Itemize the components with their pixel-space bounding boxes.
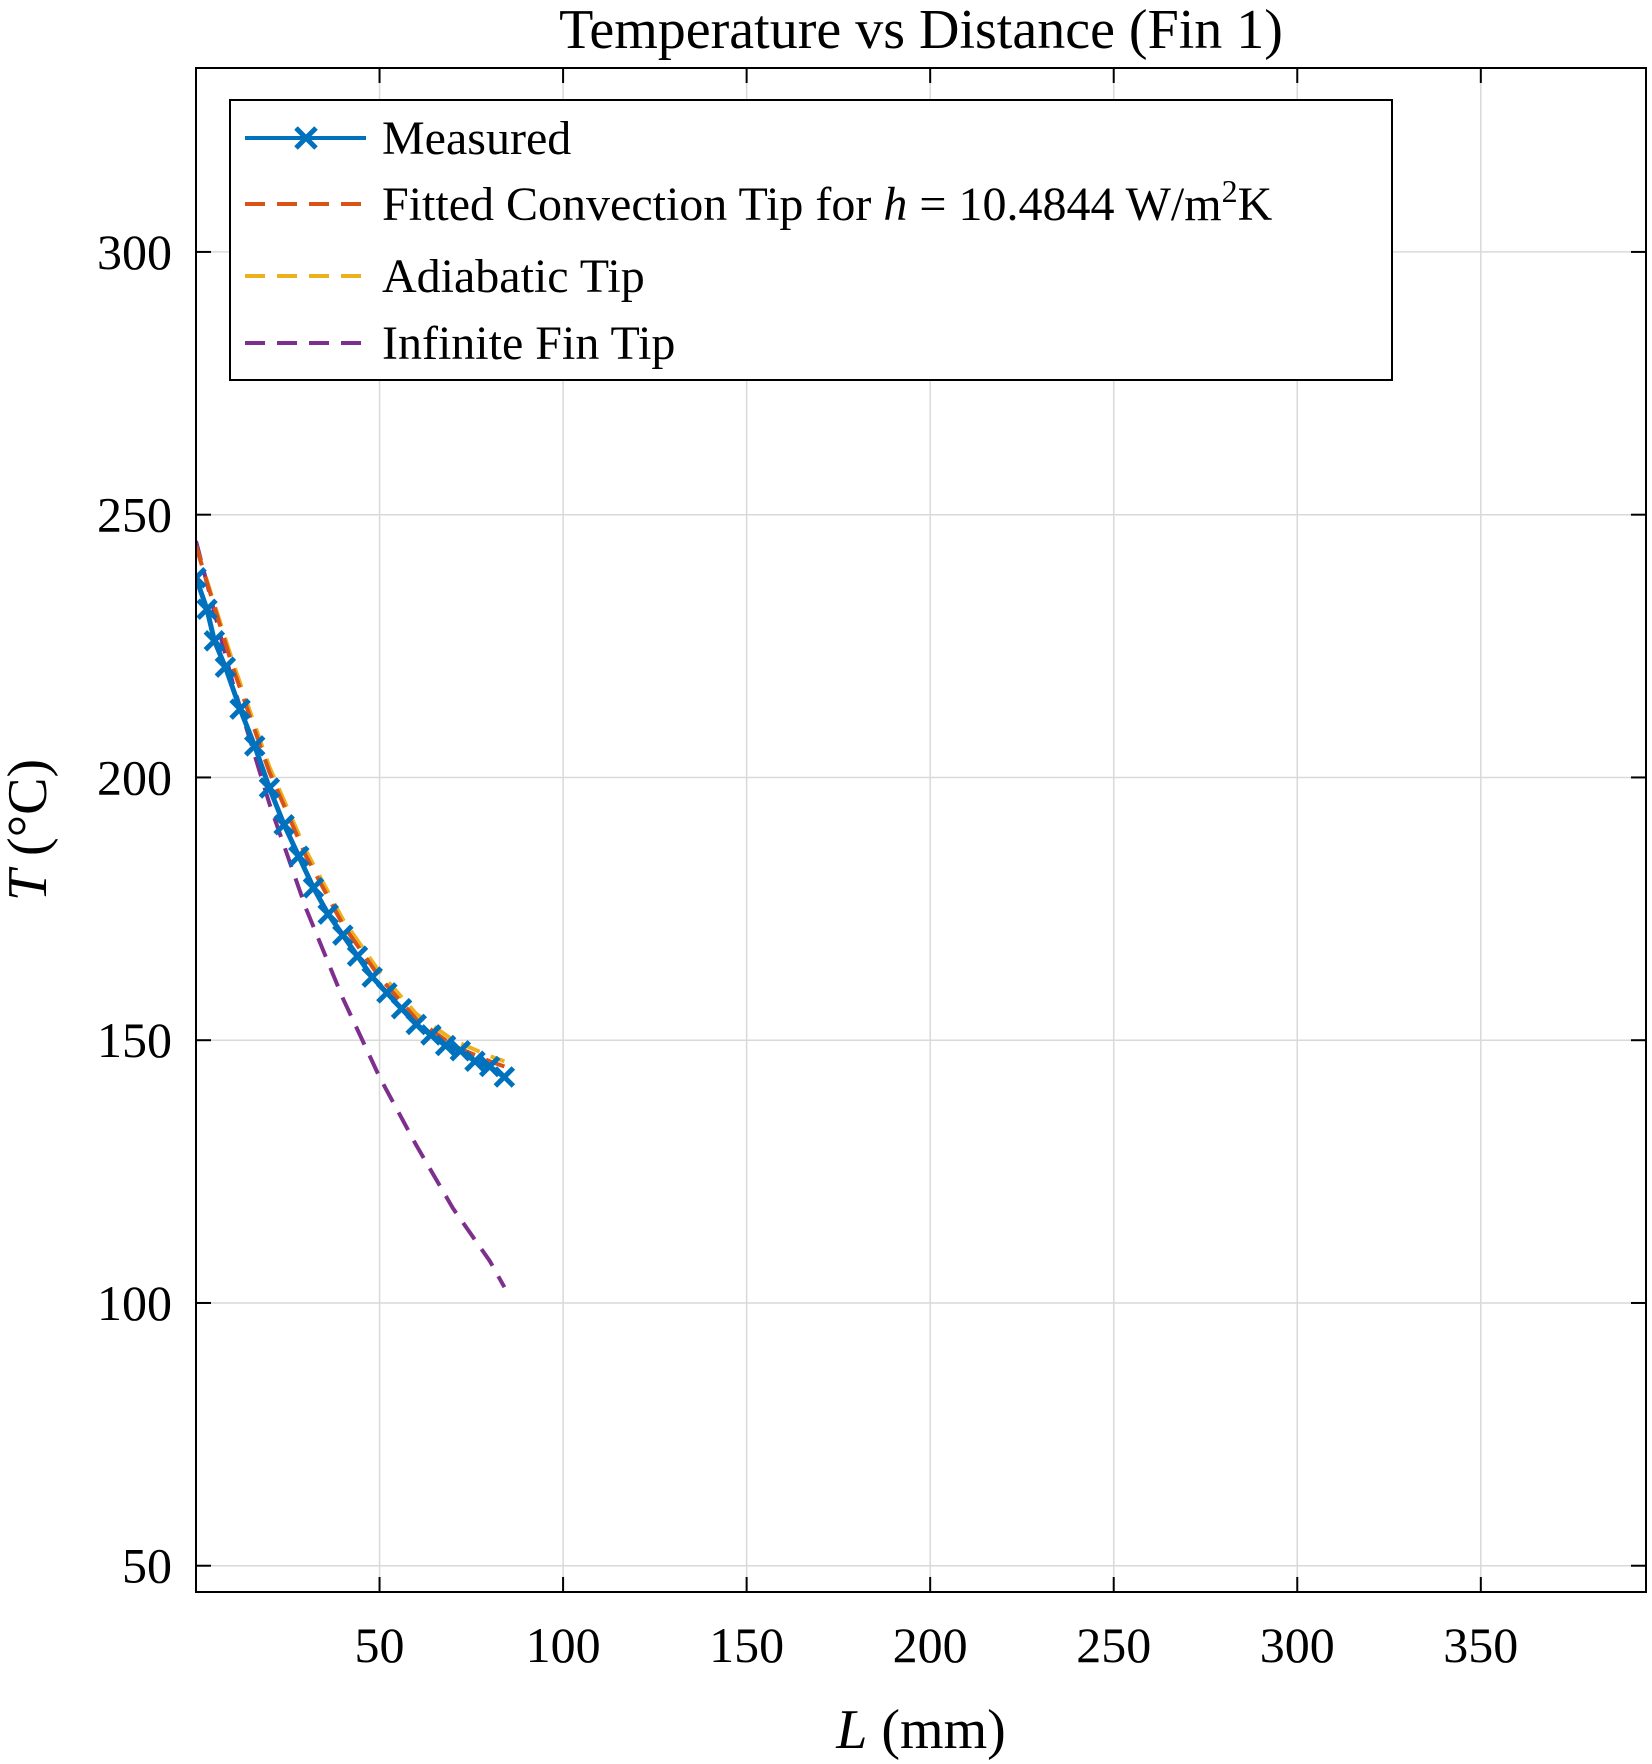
y-tick-label: 250: [97, 487, 172, 543]
data-point-measured: [361, 966, 383, 988]
data-point-measured: [390, 997, 413, 1020]
data-point-measured: [258, 777, 281, 799]
x-axis-label: L (mm): [835, 1699, 1006, 1761]
y-axis-label-var: T: [0, 866, 59, 901]
data-point-measured: [196, 598, 218, 621]
legend-entry-adiabatic: Adiabatic Tip: [245, 250, 645, 303]
x-tick-label: 350: [1443, 1617, 1518, 1673]
data-point-measured: [332, 924, 354, 946]
x-axis-label-unit: (mm): [867, 1699, 1005, 1761]
series-layer: [196, 540, 516, 1289]
data-point-measured: [434, 1034, 457, 1057]
data-point-measured: [273, 813, 295, 836]
legend-label-fitted-post: K: [1238, 178, 1273, 231]
data-point-measured: [420, 1024, 442, 1046]
y-tick-label: 300: [97, 224, 172, 280]
data-point-measured: [464, 1050, 486, 1072]
legend-label-fitted-h: h: [883, 178, 907, 231]
y-tick-label: 150: [97, 1012, 172, 1068]
axes-frame: [195, 67, 1647, 1593]
data-point-measured: [346, 945, 369, 967]
data-point-measured: [478, 1055, 501, 1078]
data-point-measured: [302, 877, 325, 899]
data-point-measured: [405, 1013, 428, 1036]
y-axis-label: T (°C): [0, 759, 59, 901]
legend-label-fitted-sup: 2: [1222, 173, 1238, 209]
data-point-measured: [229, 698, 251, 720]
data-point-measured: [243, 735, 266, 757]
x-tick-label: 250: [1076, 1617, 1151, 1673]
legend-entry-infinite-fin: Infinite Fin Tip: [245, 317, 675, 370]
x-tick-label: 300: [1260, 1617, 1335, 1673]
x-tick-label: 200: [893, 1617, 968, 1673]
data-point-measured: [317, 903, 339, 925]
legend-box: [229, 99, 1393, 381]
data-point-measured: [196, 566, 207, 589]
x-tick-label: 100: [526, 1617, 601, 1673]
legend-marker-measured: [294, 126, 318, 150]
legend-entry-measured: Measured: [245, 112, 571, 165]
x-axis-label-var: L: [835, 1699, 867, 1761]
ticks: 50 100 150 200 250 300 350 50 100 150 200 250 300: [97, 68, 1646, 1673]
y-tick-label: 200: [97, 749, 172, 805]
legend-label-measured: Measured: [382, 112, 571, 165]
data-point-measured: [203, 630, 226, 652]
y-tick-label: 50: [122, 1538, 172, 1594]
y-axis-label-unit: (°C): [0, 759, 59, 870]
data-point-measured: [493, 1066, 516, 1088]
legend-label-fitted-pre: Fitted Convection Tip for: [382, 178, 883, 231]
x-tick-label: 150: [709, 1617, 784, 1673]
legend-label-fitted-mid: = 10.4844 W/m: [907, 178, 1221, 231]
chart-title: Temperature vs Distance (Fin 1): [559, 0, 1283, 61]
legend-label-infinite-fin: Infinite Fin Tip: [382, 317, 675, 370]
legend-label-fitted-convection: Fitted Convection Tip for h = 10.4844 W/…: [382, 173, 1273, 231]
series-line-fitted-convection: [196, 545, 506, 1069]
legend-label-adiabatic: Adiabatic Tip: [382, 250, 645, 303]
data-point-measured: [376, 982, 398, 1004]
data-point-measured: [214, 656, 237, 678]
y-tick-label: 100: [97, 1275, 172, 1331]
data-point-measured: [449, 1039, 472, 1062]
data-point-measured: [288, 845, 310, 868]
x-tick-label: 50: [355, 1617, 405, 1673]
legend-entry-fitted-convection: Fitted Convection Tip for h = 10.4844 W/…: [245, 173, 1273, 231]
legend: Measured Fitted Convection Tip for h = 1…: [229, 99, 1393, 381]
